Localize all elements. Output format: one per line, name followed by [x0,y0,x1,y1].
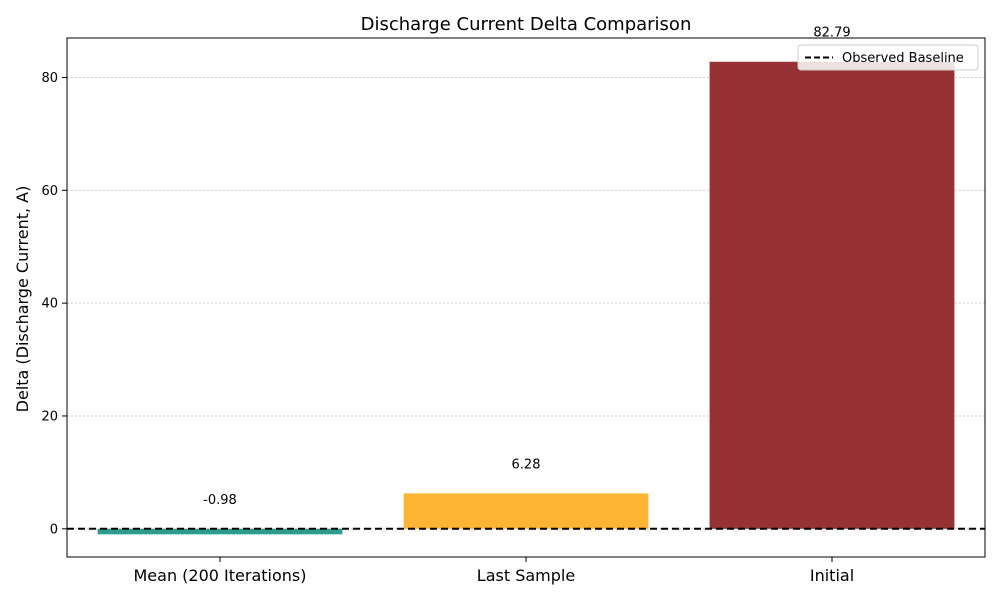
x-tick-label: Last Sample [477,566,575,585]
y-axis-label: Delta (Discharge Current, A) [13,186,32,413]
data-label: 82.79 [813,26,850,41]
chart-title: Discharge Current Delta Comparison [361,14,692,35]
data-label: -0.98 [203,493,237,508]
y-tick-label: 0 [50,522,58,537]
bar [709,61,955,529]
legend-entry-label: Observed Baseline [842,51,964,66]
y-tick-label: 60 [41,184,58,199]
y-axis: 0 20 40 60 80 [41,71,67,537]
plot-frame [66,37,986,558]
legend: Observed Baseline [797,44,979,71]
data-label: 6.28 [512,457,541,472]
x-axis: Mean (200 Iterations) Last Sample Initial [134,557,854,585]
bars [97,61,955,535]
data-labels: -0.98 6.28 82.79 [203,26,850,508]
y-tick-label: 80 [41,71,58,86]
x-tick-label: Mean (200 Iterations) [134,566,307,585]
bar [403,493,649,529]
y-tick-label: 20 [41,409,58,424]
legend-box [797,44,979,71]
x-tick-label: Initial [810,566,854,585]
y-tick-label: 40 [41,297,58,312]
bar [97,528,343,535]
